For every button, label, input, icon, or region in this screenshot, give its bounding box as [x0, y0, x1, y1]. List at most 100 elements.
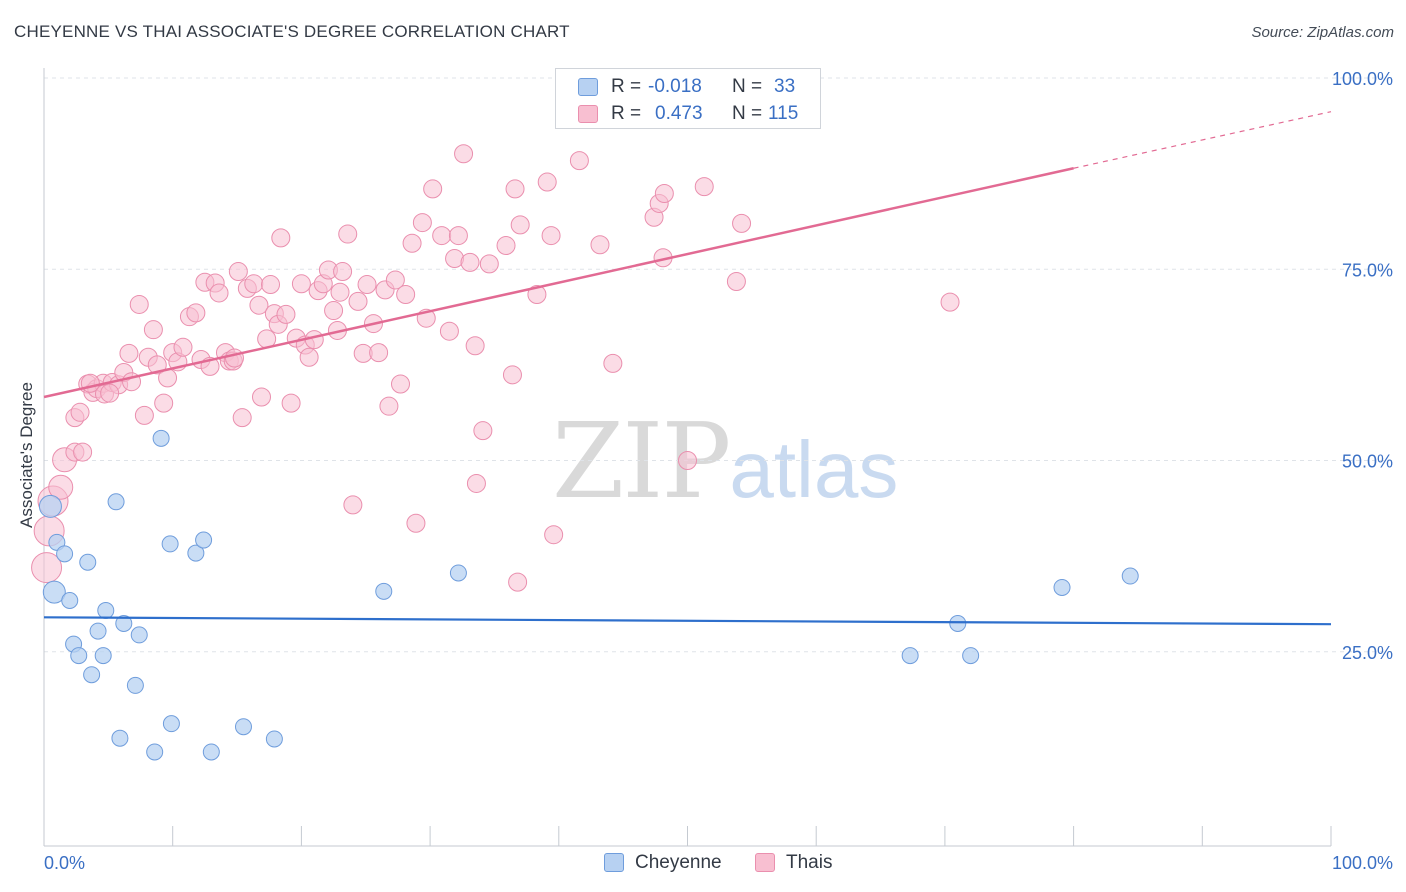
thais-point: [31, 552, 63, 584]
cheyenne-point: [115, 614, 133, 632]
thais-point: [348, 291, 368, 311]
thais-point: [527, 284, 547, 304]
thais-point: [726, 271, 746, 291]
cheyenne-point: [89, 622, 107, 640]
cheyenne-point: [61, 591, 79, 609]
thais-point: [460, 252, 480, 272]
cheyenne-point: [146, 743, 164, 761]
cheyenne-point: [161, 535, 179, 553]
thais-point: [448, 226, 468, 246]
thais-point: [232, 408, 252, 428]
thais-point: [173, 337, 193, 357]
thais-point: [271, 228, 291, 248]
thais-point: [654, 184, 674, 204]
thais-point: [390, 374, 410, 394]
cheyenne-point: [126, 676, 144, 694]
thais-point: [439, 321, 459, 341]
cheyenne-point: [111, 729, 129, 747]
x-tick-label: 100.0%: [1332, 853, 1393, 873]
thais-point: [73, 442, 93, 462]
cheyenne-point: [162, 715, 180, 733]
thais-point: [70, 402, 90, 422]
x-tick-label: 0.0%: [44, 853, 85, 873]
cheyenne-swatch: [604, 853, 624, 872]
thais-point: [249, 295, 269, 315]
thais-point: [423, 179, 443, 199]
thais-point: [244, 274, 264, 294]
source-credit: Source: ZipAtlas.com: [1251, 24, 1394, 41]
cheyenne-point: [234, 718, 252, 736]
thais-point: [466, 473, 486, 493]
thais-point: [508, 572, 528, 592]
cheyenne-point: [202, 743, 220, 761]
thais-point: [143, 320, 163, 340]
thais-point: [496, 236, 516, 256]
legend-n-label: N =: [732, 103, 763, 124]
thais-point: [338, 224, 358, 244]
thais-point: [357, 275, 377, 295]
thais-point: [147, 355, 167, 375]
thais-swatch: [578, 105, 598, 123]
chart-title: CHEYENNE VS THAI ASSOCIATE'S DEGREE CORR…: [14, 22, 570, 41]
cheyenne-point: [1121, 567, 1139, 585]
thais-point: [402, 233, 422, 253]
thais-point: [281, 393, 301, 413]
thais-point: [590, 235, 610, 255]
cheyenne-point: [901, 647, 919, 665]
thais-point: [505, 179, 525, 199]
thais-point: [678, 451, 697, 470]
thais-point: [454, 144, 474, 164]
thais-point: [694, 177, 714, 197]
cheyenne-point: [949, 614, 967, 632]
thais-point: [209, 283, 229, 303]
thais-point: [379, 396, 399, 416]
legend-r-label: R =: [611, 76, 642, 97]
cheyenne-point: [195, 531, 213, 549]
thais-swatch: [755, 853, 775, 872]
y-tick-label: 25.0%: [1342, 643, 1393, 663]
thais-point: [603, 353, 623, 373]
thais-point: [154, 393, 174, 413]
cheyenne-trend-line: [43, 616, 1332, 626]
legend-n-value: 33: [774, 76, 796, 97]
legend-r-label: R =: [611, 103, 642, 124]
thais-point: [252, 387, 272, 407]
thais-point: [48, 474, 74, 500]
legend-n-value: 115: [768, 103, 799, 124]
thais-point: [396, 284, 416, 304]
thais-point: [119, 343, 139, 363]
thais-point: [324, 301, 344, 321]
bottom-legend-label: Thais: [786, 852, 833, 873]
thais-point: [369, 343, 389, 363]
thais-point: [134, 405, 154, 425]
cheyenne-point: [375, 582, 393, 600]
thais-point: [544, 525, 564, 545]
cheyenne-point: [130, 626, 148, 644]
thais-point: [502, 365, 522, 385]
thais-point: [100, 383, 120, 403]
watermark-atlas: atlas: [729, 425, 899, 514]
thais-point: [406, 513, 426, 533]
cheyenne-point: [1053, 578, 1071, 596]
thais-point: [732, 213, 752, 233]
thais-point: [330, 282, 350, 302]
cheyenne-point: [56, 545, 74, 563]
cheyenne-point: [97, 601, 115, 619]
thais-point: [333, 262, 353, 282]
cheyenne-point: [265, 730, 283, 748]
thais-point: [541, 226, 561, 246]
y-tick-label: 100.0%: [1332, 69, 1393, 89]
bottom-legend-label: Cheyenne: [635, 852, 722, 873]
thais-point: [569, 151, 589, 171]
correlation-legend: R = -0.018 N = 33 R = 0.473 N = 115: [555, 68, 821, 129]
thais-point: [432, 226, 452, 246]
thais-point: [465, 336, 485, 356]
thais-trend-extension: [1073, 111, 1332, 169]
thais-point: [299, 347, 319, 367]
thais-point: [291, 274, 311, 294]
cheyenne-point: [38, 494, 62, 518]
cheyenne-point: [94, 647, 112, 665]
cheyenne-point: [187, 544, 205, 562]
thais-point: [80, 373, 100, 393]
